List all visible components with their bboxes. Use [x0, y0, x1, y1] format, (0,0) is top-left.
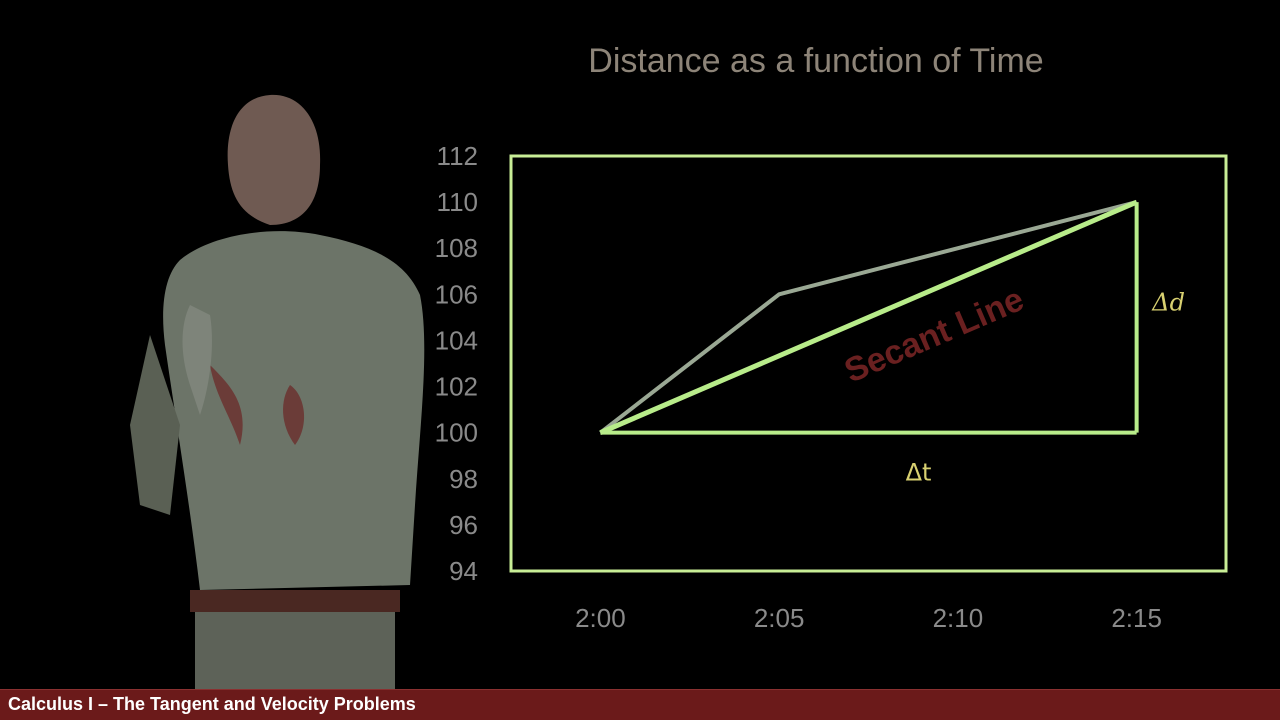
- presenter-image: [130, 94, 425, 691]
- distance-curve: [599, 200, 1138, 435]
- y-tick-label: 108: [435, 233, 478, 263]
- y-tick-label: 94: [449, 556, 478, 586]
- delta-d-label: Δd: [1151, 288, 1185, 316]
- y-tick-label: 104: [435, 325, 478, 355]
- y-tick-label: 102: [435, 372, 478, 402]
- footer-bar: Calculus I – The Tangent and Velocity Pr…: [0, 689, 1280, 720]
- secant-line: [599, 199, 1138, 435]
- chart-marks: Secant Line Δt Δd: [599, 199, 1185, 487]
- course-title: Calculus I – The Tangent and Velocity Pr…: [8, 694, 416, 714]
- y-tick-label: 98: [449, 464, 478, 494]
- x-tick-label: 2:15: [1111, 603, 1162, 633]
- x-tick-label: 2:05: [754, 603, 805, 633]
- x-axis: 2:00 2:05 2:10 2:15: [575, 603, 1162, 633]
- x-tick-label: 2:10: [933, 603, 984, 633]
- secant-line-label: Secant Line: [839, 280, 1029, 390]
- y-tick-label: 106: [435, 279, 478, 309]
- plot-frame: [509, 154, 1228, 573]
- chart-title: Distance as a function of Time: [588, 42, 1043, 80]
- y-tick-label: 100: [435, 418, 478, 448]
- delta-t-label: Δt: [906, 459, 932, 487]
- x-tick-label: 2:00: [575, 603, 626, 633]
- y-tick-label: 112: [437, 141, 478, 171]
- y-tick-label: 96: [449, 510, 478, 540]
- y-tick-label: 110: [437, 187, 478, 217]
- y-axis: 94 96 98 100 102 104 106 108 110 112: [435, 141, 478, 586]
